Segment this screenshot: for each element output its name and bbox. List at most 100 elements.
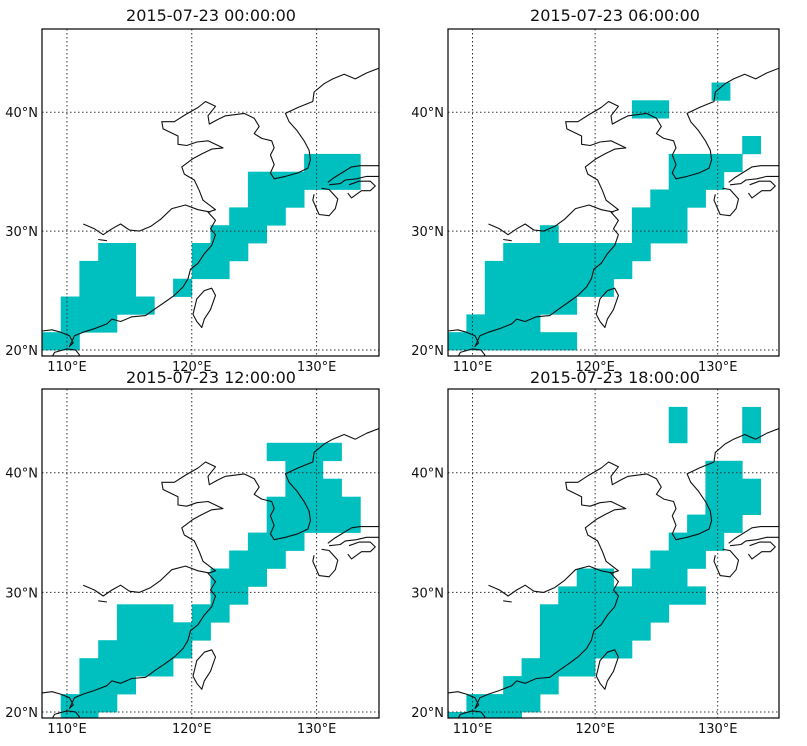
grid-cell bbox=[742, 406, 761, 426]
grid-cell bbox=[503, 712, 522, 718]
coastline-japan-honshu-north bbox=[728, 526, 779, 544]
coastline-japan-shikoku bbox=[747, 541, 776, 560]
grid-cell bbox=[687, 189, 706, 208]
grid-cell bbox=[210, 243, 230, 262]
grid-cell bbox=[266, 550, 286, 569]
grid-cell bbox=[285, 189, 305, 208]
grid-cell bbox=[266, 207, 286, 226]
grid-cell bbox=[650, 568, 670, 587]
grid-cell bbox=[521, 278, 541, 297]
coastline-taiwan bbox=[192, 287, 217, 329]
grid-cell bbox=[650, 225, 670, 244]
grid-cell bbox=[687, 514, 706, 533]
coastline-yangtze-upper bbox=[503, 600, 512, 603]
coastline-hainan bbox=[51, 348, 80, 356]
grid-cell bbox=[613, 243, 633, 262]
grid-cell bbox=[135, 296, 155, 315]
grid-cell bbox=[98, 260, 118, 280]
grid-cell bbox=[285, 496, 305, 515]
grid-cell bbox=[116, 640, 136, 659]
latitude-tick-label: 20°N bbox=[5, 344, 38, 359]
grid-cell bbox=[79, 658, 99, 677]
grid-cell bbox=[116, 622, 136, 641]
coastline-japan-honshu-north bbox=[327, 526, 379, 544]
latitude-tick-label: 20°N bbox=[5, 706, 38, 721]
grid-cell bbox=[503, 694, 522, 713]
coastline-japan-kyushu bbox=[713, 548, 740, 578]
coastline-japan-shikoku-honshu bbox=[729, 536, 779, 547]
grid-cell bbox=[705, 460, 725, 480]
grid-cell bbox=[266, 442, 286, 462]
grid-cell bbox=[304, 478, 324, 497]
coastline-yangtze-upper bbox=[98, 238, 107, 242]
latitude-tick-label: 30°N bbox=[5, 586, 38, 601]
longitude-tick-label: 130°E bbox=[698, 722, 738, 737]
grid-cell bbox=[539, 604, 559, 623]
grid-cell bbox=[613, 604, 633, 623]
grid-cell bbox=[576, 586, 596, 605]
grid-cell bbox=[503, 243, 522, 262]
grid-cell bbox=[341, 496, 361, 515]
grid-cell bbox=[285, 532, 305, 551]
grid-cell bbox=[503, 260, 522, 280]
grid-cell bbox=[79, 712, 99, 718]
coastline-mainland bbox=[448, 67, 779, 348]
grid-cell bbox=[304, 442, 324, 462]
grid-cell bbox=[576, 243, 596, 262]
grid-cell bbox=[576, 568, 596, 587]
grid-cell bbox=[98, 694, 118, 713]
grid-cell bbox=[595, 278, 614, 297]
grid-cell bbox=[668, 568, 688, 587]
grid-cell bbox=[466, 314, 486, 333]
coastline-yangtze-river bbox=[82, 204, 211, 236]
grid-cell bbox=[576, 604, 596, 623]
grid-cell bbox=[229, 586, 249, 605]
grid-cell bbox=[466, 332, 486, 351]
grid-cell bbox=[484, 694, 504, 713]
grid-cell bbox=[247, 189, 267, 208]
grid-cell bbox=[98, 658, 118, 677]
grid-cell bbox=[116, 658, 136, 677]
grid-cell bbox=[322, 478, 342, 497]
latitude-tick-label: 40°N bbox=[411, 106, 444, 121]
grid-cell bbox=[154, 604, 174, 623]
grid-cell bbox=[558, 640, 578, 659]
grid-cell bbox=[558, 332, 578, 351]
grid-cell bbox=[631, 586, 651, 605]
grid-cell bbox=[539, 676, 559, 695]
grid-cell bbox=[98, 243, 118, 262]
panel-title: 2015-07-23 12:00:00 bbox=[126, 368, 296, 387]
grid-cell bbox=[79, 296, 99, 315]
grid-cell bbox=[322, 514, 342, 533]
grid-cell bbox=[558, 658, 578, 677]
axes-frame bbox=[447, 388, 780, 719]
coastline-mainland bbox=[448, 427, 779, 709]
grid-cell bbox=[687, 153, 706, 173]
grid-cell bbox=[595, 568, 614, 587]
grid-cell bbox=[723, 153, 743, 173]
longitude-tick-label: 110°E bbox=[453, 722, 493, 737]
grid-cell bbox=[135, 640, 155, 659]
grid-cell bbox=[742, 136, 761, 155]
grid-cell bbox=[576, 260, 596, 280]
grid-cell bbox=[613, 640, 633, 659]
grid-cell bbox=[521, 332, 541, 351]
grid-cell bbox=[154, 658, 174, 677]
grid-cell bbox=[229, 243, 249, 262]
coastline-japan-shikoku bbox=[747, 180, 776, 199]
grid-cell bbox=[247, 568, 267, 587]
grid-cell bbox=[135, 658, 155, 677]
coastline-japan-shikoku-honshu bbox=[329, 536, 379, 547]
grid-cell bbox=[539, 225, 559, 244]
grid-cell bbox=[98, 278, 118, 297]
grid-cell bbox=[116, 260, 136, 280]
grid-cell bbox=[229, 207, 249, 226]
latitude-tick-label: 20°N bbox=[411, 344, 444, 359]
grid-cell bbox=[558, 278, 578, 297]
longitude-tick-label: 110°E bbox=[47, 722, 87, 737]
grid-cell bbox=[668, 532, 688, 551]
grid-cell bbox=[229, 225, 249, 244]
grid-cell bbox=[304, 153, 324, 173]
